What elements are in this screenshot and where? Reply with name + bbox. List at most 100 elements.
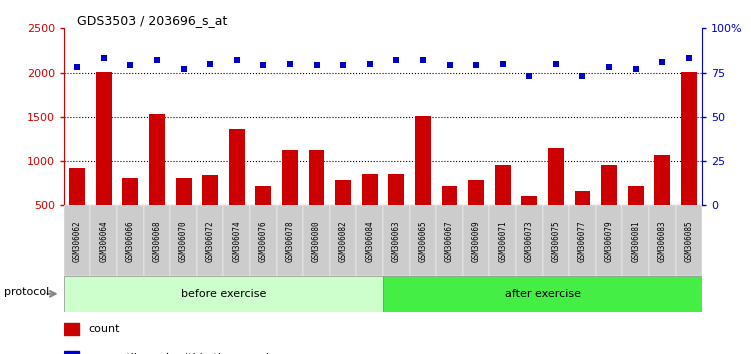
Point — [71, 64, 83, 70]
Bar — [250, 205, 276, 276]
Bar — [516, 205, 543, 276]
Bar — [224, 205, 250, 276]
Text: GDS3503 / 203696_s_at: GDS3503 / 203696_s_at — [77, 14, 227, 27]
Text: GSM306080: GSM306080 — [312, 220, 321, 262]
Bar — [442, 186, 457, 250]
Text: GSM306062: GSM306062 — [73, 220, 82, 262]
Point — [151, 57, 163, 63]
Bar — [335, 180, 351, 250]
Point — [683, 56, 695, 61]
Bar — [282, 150, 298, 250]
Bar — [490, 205, 516, 276]
Text: GSM306082: GSM306082 — [339, 220, 348, 262]
Bar — [202, 175, 218, 250]
Bar — [303, 205, 330, 276]
Bar — [495, 166, 511, 250]
Bar — [388, 175, 404, 250]
Text: GSM306075: GSM306075 — [551, 220, 560, 262]
Bar — [64, 323, 79, 336]
Bar — [548, 148, 564, 250]
Point — [391, 57, 403, 63]
Bar — [64, 351, 79, 354]
Bar — [143, 205, 170, 276]
Text: count: count — [89, 324, 119, 334]
Bar — [90, 205, 117, 276]
Bar — [170, 205, 197, 276]
Text: GSM306068: GSM306068 — [152, 220, 161, 262]
Bar — [362, 175, 378, 250]
Bar — [229, 129, 245, 250]
Bar — [176, 178, 192, 250]
Text: GSM306069: GSM306069 — [472, 220, 481, 262]
Text: protocol: protocol — [4, 287, 49, 297]
Bar — [468, 180, 484, 250]
Point — [577, 73, 589, 79]
Text: GSM306076: GSM306076 — [259, 220, 268, 262]
Text: GSM306066: GSM306066 — [126, 220, 135, 262]
Point — [337, 63, 349, 68]
Text: GSM306074: GSM306074 — [232, 220, 241, 262]
Text: GSM306077: GSM306077 — [578, 220, 587, 262]
Point — [177, 66, 189, 72]
Bar — [330, 205, 357, 276]
Bar — [276, 205, 303, 276]
Bar — [309, 150, 324, 250]
Text: GSM306072: GSM306072 — [206, 220, 215, 262]
Text: GSM306063: GSM306063 — [392, 220, 401, 262]
Bar — [122, 178, 138, 250]
Bar — [575, 191, 590, 250]
Point — [603, 64, 615, 70]
Bar — [569, 205, 596, 276]
Point — [231, 57, 243, 63]
Bar — [64, 205, 90, 276]
Bar — [654, 155, 671, 250]
Point — [444, 63, 456, 68]
Point — [523, 73, 535, 79]
Text: GSM306071: GSM306071 — [498, 220, 507, 262]
Point — [550, 61, 562, 67]
Bar — [596, 205, 623, 276]
Bar — [623, 205, 649, 276]
Point — [204, 61, 216, 67]
Point — [125, 63, 137, 68]
Bar — [197, 205, 224, 276]
Bar — [409, 205, 436, 276]
Point — [656, 59, 668, 65]
Text: GSM306085: GSM306085 — [684, 220, 693, 262]
Bar — [628, 186, 644, 250]
Bar — [64, 276, 383, 312]
Text: GSM306079: GSM306079 — [605, 220, 614, 262]
Point — [310, 63, 322, 68]
Bar — [149, 114, 165, 250]
Text: GSM306078: GSM306078 — [285, 220, 294, 262]
Bar — [357, 205, 383, 276]
Point — [363, 61, 376, 67]
Bar — [255, 186, 271, 250]
Bar — [383, 276, 702, 312]
Text: GSM306065: GSM306065 — [418, 220, 427, 262]
Bar — [521, 196, 537, 250]
Point — [417, 57, 429, 63]
Point — [496, 61, 508, 67]
Bar — [543, 205, 569, 276]
Text: GSM306073: GSM306073 — [525, 220, 534, 262]
Bar — [117, 205, 143, 276]
Bar — [649, 205, 676, 276]
Bar — [436, 205, 463, 276]
Bar — [676, 205, 702, 276]
Text: GSM306064: GSM306064 — [99, 220, 108, 262]
Point — [470, 63, 482, 68]
Text: GSM306083: GSM306083 — [658, 220, 667, 262]
Bar — [601, 166, 617, 250]
Bar — [383, 205, 409, 276]
Text: before exercise: before exercise — [181, 289, 266, 299]
Bar — [96, 72, 112, 250]
Text: after exercise: after exercise — [505, 289, 581, 299]
Bar — [69, 168, 85, 250]
Bar — [681, 72, 697, 250]
Point — [98, 56, 110, 61]
Text: GSM306070: GSM306070 — [179, 220, 188, 262]
Bar — [463, 205, 490, 276]
Bar — [415, 116, 431, 250]
Text: GSM306081: GSM306081 — [631, 220, 640, 262]
